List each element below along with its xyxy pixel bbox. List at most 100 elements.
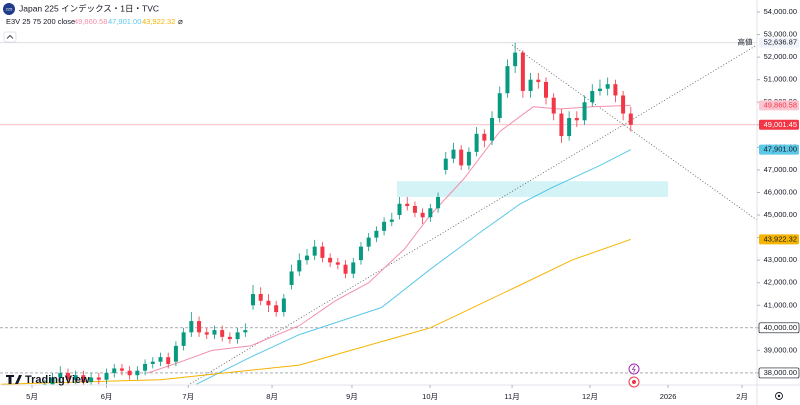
x-tick-label: 6月 xyxy=(101,392,113,401)
candle-body xyxy=(451,149,456,159)
header: 225 Japan 225 インデックス・1日・TVC E3V 25 75 20… xyxy=(3,3,159,43)
hline-box xyxy=(758,367,800,379)
event-icons xyxy=(628,363,640,388)
candle-body xyxy=(127,370,132,376)
candle-body xyxy=(621,95,626,114)
candle-body xyxy=(536,79,541,82)
candle-body xyxy=(613,84,618,96)
candle-body xyxy=(89,377,94,382)
ma-last-box xyxy=(759,100,799,111)
candle-body xyxy=(628,113,633,125)
ma-last-label: 43,922.32 xyxy=(764,234,797,243)
candle-body xyxy=(274,305,279,313)
logo-text: TradingView xyxy=(25,374,90,386)
candle-body xyxy=(528,79,533,91)
y-tick-label: 43,000.00 xyxy=(764,255,797,264)
candle-body xyxy=(258,293,263,301)
candle-body xyxy=(119,368,124,371)
candle-body xyxy=(389,219,394,222)
candle-body xyxy=(73,375,78,380)
candle-body xyxy=(474,133,479,152)
candle-body xyxy=(505,66,510,94)
ma-last-label: 47,901.00 xyxy=(764,145,797,154)
candle-body xyxy=(382,221,387,231)
ma-last-label: 49,860.58 xyxy=(764,100,797,109)
candle-body xyxy=(605,84,610,89)
visibility-toggle[interactable]: ⌀ xyxy=(178,17,183,26)
candle-body xyxy=(374,230,379,238)
y-tick-label: 46,000.00 xyxy=(764,187,797,196)
candle-body xyxy=(358,246,363,261)
ma-line xyxy=(1,238,631,385)
hline-box xyxy=(758,322,800,334)
settings[interactable] xyxy=(775,392,783,400)
ma-line xyxy=(147,104,631,374)
candle-body xyxy=(112,368,117,373)
high-label: 52,636.87 xyxy=(764,38,797,47)
x-tick-label: 8月 xyxy=(266,392,278,401)
candle-body xyxy=(189,321,194,333)
candle-body xyxy=(320,246,325,258)
candle-body xyxy=(405,203,410,207)
candle-body xyxy=(459,149,464,166)
candle-body xyxy=(135,370,140,376)
y-tick-label: 39,000.00 xyxy=(764,345,797,354)
candle-body xyxy=(559,113,564,137)
candle-body xyxy=(590,90,595,103)
event-icon[interactable] xyxy=(628,363,640,375)
ma-value: 47,901.00 xyxy=(108,17,141,26)
candle-body xyxy=(513,52,518,67)
candle-body xyxy=(251,293,256,306)
x-tick-label: 11月 xyxy=(504,392,519,401)
candle-body xyxy=(520,52,525,91)
trendline xyxy=(511,44,757,221)
plot-area xyxy=(0,42,757,385)
candle-body xyxy=(58,372,63,378)
candle-body xyxy=(574,118,579,121)
symbol-title[interactable]: Japan 225 インデックス・1日・TVC xyxy=(19,3,159,13)
y-tick-label: 52,000.00 xyxy=(764,52,797,61)
collapse-button[interactable] xyxy=(3,31,17,43)
candle-body xyxy=(328,257,333,263)
x-tick-label: 10月 xyxy=(422,392,438,401)
candle-body xyxy=(466,151,471,166)
ma-last-box xyxy=(759,234,799,245)
x-tick-label: 9月 xyxy=(346,392,358,401)
x-tick-label: 2月 xyxy=(736,392,748,401)
branding: TradingView xyxy=(6,374,90,386)
candle-body xyxy=(289,271,294,285)
candle-body xyxy=(428,208,433,218)
candle-body xyxy=(96,377,101,380)
collapse-icon xyxy=(6,34,14,39)
symbol-icon-text: 225 xyxy=(6,7,13,12)
candle-body xyxy=(181,332,186,346)
candle-body xyxy=(204,332,209,335)
event-glyph xyxy=(631,365,636,373)
candle-body xyxy=(597,88,602,91)
ma-last-box xyxy=(759,144,799,155)
candle-body xyxy=(243,330,248,333)
y-tick-label: 47,000.00 xyxy=(764,165,797,174)
x-tick-label: 5月 xyxy=(26,392,38,401)
high-text: 高値 xyxy=(738,37,753,47)
candle-body xyxy=(212,330,217,335)
candle-body xyxy=(582,102,587,121)
candle-body xyxy=(397,203,402,216)
candle-body xyxy=(150,361,155,364)
hline-label: 38,000.00 xyxy=(764,368,797,377)
settings-icon[interactable] xyxy=(775,392,783,400)
y-tick-label: 41,000.00 xyxy=(764,300,797,309)
settings-icon-center xyxy=(777,394,781,398)
candle-body xyxy=(81,375,86,382)
candle-body xyxy=(227,336,232,340)
candle-body xyxy=(143,363,148,371)
candle-body xyxy=(482,133,487,141)
candle-body xyxy=(351,262,356,274)
indicator-name[interactable]: E3V 25 75 200 close xyxy=(6,17,75,26)
candle-body xyxy=(335,262,340,265)
candle-body xyxy=(443,158,448,170)
candle-body xyxy=(235,332,240,340)
candle-body xyxy=(158,357,163,362)
